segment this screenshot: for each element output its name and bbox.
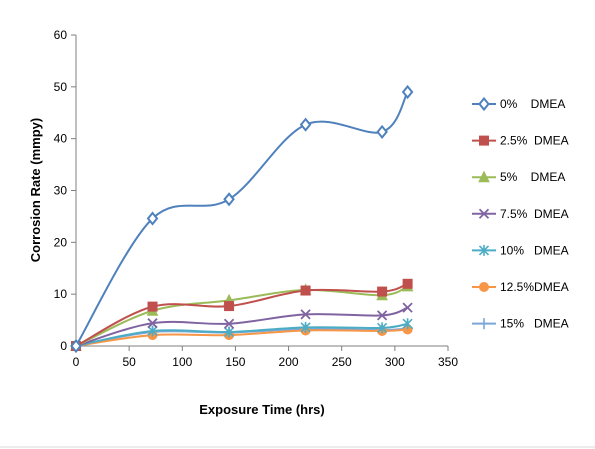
legend-entry-1: 2.5% DMEA [472, 134, 569, 148]
data-point [147, 318, 158, 329]
data-point [223, 318, 235, 329]
x-tick-label: 250 [332, 355, 352, 369]
data-point [223, 326, 235, 338]
legend-label: 2.5% DMEA [500, 134, 569, 148]
legend-marker [478, 318, 490, 330]
legend-marker [479, 135, 489, 146]
legend-entry-5: 12.5%DMEA [472, 280, 569, 294]
y-tick-label: 60 [54, 28, 68, 42]
x-tick-label: 50 [122, 355, 136, 369]
legend-marker [478, 208, 490, 219]
data-point [377, 286, 388, 297]
data-point [402, 318, 413, 330]
data-point [223, 192, 235, 207]
data-point [376, 310, 388, 321]
data-point [147, 325, 158, 337]
legend-label: 7.5% DMEA [500, 207, 569, 221]
legend-entry-3: 7.5% DMEA [472, 207, 569, 221]
legend-entry-4: 10% DMEA [472, 243, 569, 257]
legend: 0% DMEA 2.5% DMEA 5% DMEA 7.5% DMEA 10% DMEA… [472, 96, 569, 331]
legend-marker [478, 96, 490, 112]
data-point [300, 309, 311, 320]
series-0 [70, 84, 414, 354]
data-point [147, 301, 158, 312]
data-point [299, 117, 312, 132]
legend-marker [478, 244, 490, 256]
legend-label: 5% DMEA [500, 170, 565, 184]
legend-label: 15% DMEA [500, 317, 569, 331]
data-point [300, 285, 311, 296]
y-tick-label: 40 [54, 132, 68, 146]
data-point [401, 84, 414, 100]
legend-entry-0: 0% DMEA [472, 96, 565, 112]
legend-marker [479, 282, 489, 292]
data-point [402, 278, 413, 289]
legend-label: 10% DMEA [500, 243, 569, 257]
x-axis-title: Exposure Time (hrs) [199, 402, 324, 417]
x-tick-label: 300 [385, 355, 405, 369]
data-point [70, 338, 82, 354]
data-point [402, 302, 413, 313]
series-line [75, 91, 409, 347]
x-tick-label: 350 [438, 355, 458, 369]
x-tick-label: 150 [225, 355, 245, 369]
plot-area: 0 10 20 30 40 50 60 0 50 100 150 200 250 300 350 [54, 28, 459, 369]
data-point [300, 321, 311, 333]
x-tick-label: 200 [279, 355, 299, 369]
y-tick-label: 20 [54, 235, 68, 249]
data-point [146, 211, 159, 226]
series-3 [70, 302, 413, 352]
legend-marker [478, 170, 490, 183]
data-point [224, 301, 235, 312]
data-point [377, 322, 388, 334]
x-tick-label: 0 [73, 355, 80, 369]
y-tick-label: 30 [54, 184, 68, 198]
y-tick-label: 0 [60, 339, 67, 353]
y-tick-label: 50 [54, 80, 68, 94]
legend-label: 0% DMEA [500, 97, 565, 111]
x-tick-label: 100 [172, 355, 192, 369]
legend-label: 12.5%DMEA [500, 280, 569, 294]
y-tick-label: 10 [54, 287, 68, 301]
data-point [376, 124, 388, 140]
y-axis-title: Corrosion Rate (mmpy) [28, 118, 43, 262]
legend-entry-6: 15% DMEA [472, 317, 569, 331]
legend-entry-2: 5% DMEA [472, 170, 565, 184]
